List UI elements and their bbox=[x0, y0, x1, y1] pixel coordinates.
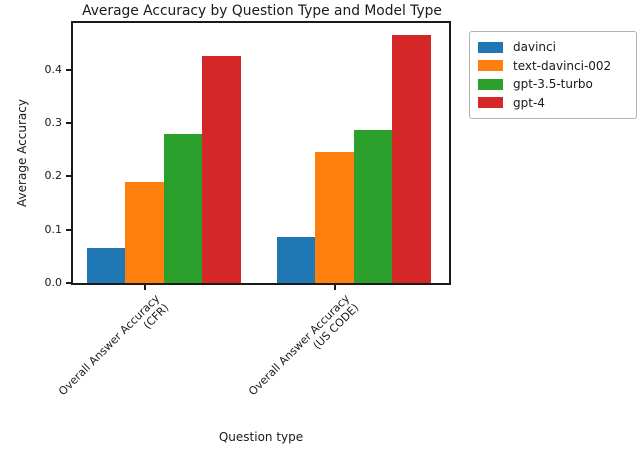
y-tick-label: 0.2 bbox=[44, 169, 63, 183]
bar-text-davinci-002-uscode bbox=[315, 152, 354, 283]
x-tick-label: Overall Answer Accuracy (US CODE) bbox=[245, 292, 362, 399]
legend-swatch-gpt-3.5-turbo bbox=[478, 78, 503, 90]
bar-gpt-4-cfr bbox=[202, 56, 241, 283]
bar-text-davinci-002-cfr bbox=[125, 181, 164, 283]
y-tick-mark bbox=[66, 68, 71, 71]
legend-item-davinci: davinci bbox=[478, 38, 628, 56]
x-tick-mark bbox=[333, 285, 336, 290]
legend-item-gpt-3.5-turbo: gpt-3.5-turbo bbox=[478, 75, 628, 93]
bar-davinci-cfr bbox=[87, 248, 126, 283]
x-axis-label: Question type bbox=[218, 430, 304, 444]
bar-gpt-3.5-turbo-uscode bbox=[353, 130, 393, 283]
y-tick-label: 0.1 bbox=[44, 222, 63, 236]
bar-davinci-uscode bbox=[277, 236, 316, 283]
y-tick-label: 0.4 bbox=[44, 62, 63, 76]
bar-gpt-3.5-turbo-cfr bbox=[163, 133, 203, 283]
legend-label: gpt-4 bbox=[513, 95, 545, 110]
x-tick-label: Overall Answer Accuracy (CFR) bbox=[55, 292, 172, 399]
chart-title: Average Accuracy by Question Type and Mo… bbox=[82, 3, 442, 19]
bar-gpt-4-uscode bbox=[392, 35, 431, 283]
legend-swatch-davinci bbox=[478, 41, 503, 53]
legend-label: davinci bbox=[513, 40, 556, 54]
legend-label: text-davinci-002 bbox=[513, 58, 612, 73]
legend: davinci text-davinci-002 gpt-3.5-turbo gpt-… bbox=[469, 31, 637, 119]
x-tick-mark bbox=[143, 285, 146, 290]
y-tick-mark bbox=[66, 282, 71, 284]
y-tick-mark bbox=[66, 122, 71, 125]
legend-swatch-text-davinci-002 bbox=[478, 60, 503, 72]
legend-item-text-davinci-002: text-davinci-002 bbox=[478, 57, 628, 75]
legend-label: gpt-3.5-turbo bbox=[513, 77, 593, 92]
y-axis-label: Average Accuracy bbox=[15, 99, 29, 207]
y-tick-mark bbox=[66, 175, 71, 178]
legend-swatch-gpt-4 bbox=[478, 97, 503, 109]
y-tick-label: 0.3 bbox=[44, 116, 63, 130]
legend-item-gpt-4: gpt-4 bbox=[478, 94, 628, 112]
y-tick-label: 0.0 bbox=[44, 276, 63, 289]
y-tick-mark bbox=[66, 228, 71, 231]
